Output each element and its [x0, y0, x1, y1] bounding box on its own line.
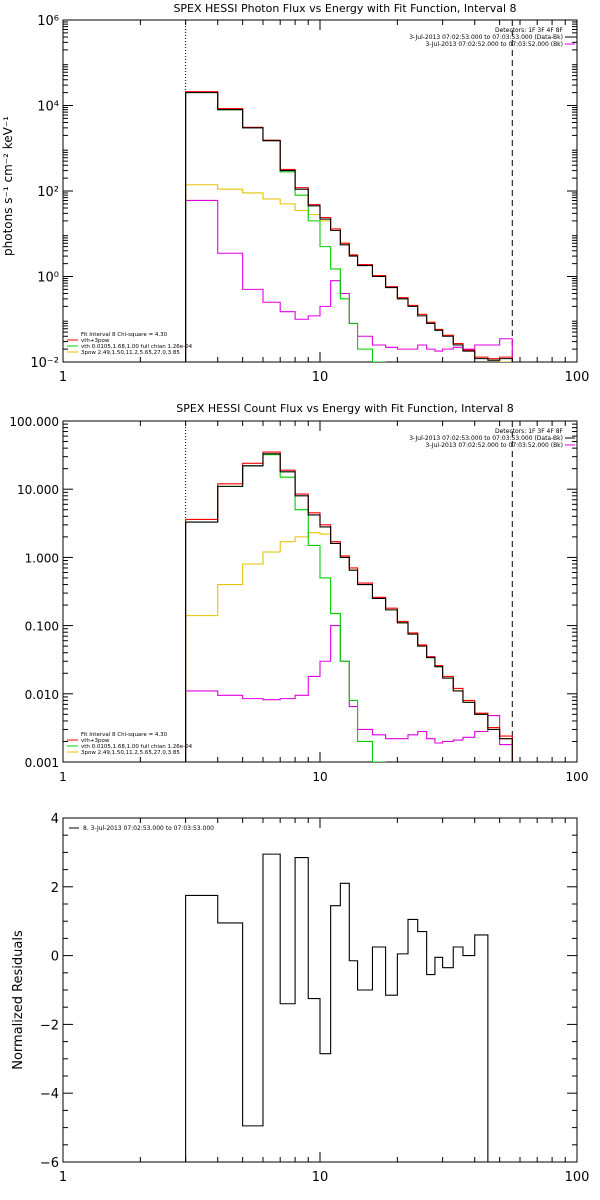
count-y-tick-label: 10.000 — [17, 483, 59, 497]
residuals-y-tick-label: −6 — [40, 1156, 59, 1171]
count-legend-bottom-text: Fit Interval 8 Chi-square = 4.30 — [81, 732, 168, 738]
residuals-x-tick-label: 1 — [59, 1170, 67, 1185]
count-legend-top-text: Detectors: 1F 3F 4F 8F — [495, 428, 564, 435]
photon-total-step-line — [185, 92, 513, 362]
count-legend-bottom-text: vth+3pow — [81, 738, 110, 744]
photon-legend-bottom-text: vth+3pow — [81, 338, 110, 344]
photon-legend-top-text: Detectors: 1F 3F 4F 8F — [495, 27, 564, 34]
residuals-y-axis-label: Normalized Residuals — [11, 930, 26, 1070]
residuals-total-step-line — [185, 853, 500, 1162]
photon-legend-bottom-text: vth 0.0105,1.68,1.00 full chian 1.26e-04 — [81, 344, 193, 350]
count-legend-bottom-text: 3pow 2.49,1.50,11.2,5.65,27.0,3.85 — [81, 750, 180, 756]
count-y-tick-label: 0.010 — [25, 688, 59, 702]
photon-legend-top-text: 3-Jul-2013 07:02:53.000 to 07:03:53.000 … — [409, 34, 563, 41]
count-y-tick-label: 0.100 — [25, 620, 59, 634]
residuals-x-tick-label: 10 — [312, 1170, 329, 1185]
residuals-y-tick-label: 2 — [51, 881, 59, 896]
photon-legend-bottom-text: 3pow 2.49,1.50,11.2,5.65,27.0,3.85 — [81, 350, 180, 356]
count-y-tick-label: 0.001 — [25, 756, 59, 770]
count-x-tick-label: 10 — [312, 770, 327, 784]
count-chart-title: SPEX HESSI Count Flux vs Energy with Fit… — [176, 402, 513, 415]
residuals-x-tick-label: 100 — [565, 1170, 590, 1185]
count-flux-panel: SPEX HESSI Count Flux vs Energy with Fit… — [9, 402, 588, 784]
photon-background_model-step-line — [185, 199, 513, 362]
residuals-y-tick-label: 0 — [51, 950, 59, 965]
photon-y-tick-label: 10⁻² — [30, 356, 59, 371]
photon-legend-bottom-text: Fit Interval 8 Chi-square = 4.30 — [81, 332, 168, 338]
count-legend-top-text: 3-Jul-2013 07:02:53.000 to 07:03:53.000 … — [409, 435, 563, 442]
residuals-plot-area: 1 10 100 −6 −4 −2 0 2 4 8. 3-Jul-2013 07:02:53.00… — [40, 812, 590, 1185]
count-total-step-line — [185, 453, 513, 762]
residuals-legend-top-text: 8. 3-Jul-2013 07:02:53.000 to 07:03:53.0… — [83, 825, 214, 832]
photon-legend-top-text: 3-Jul-2013 07:02:52.000 to 07:03:52.000 … — [425, 41, 563, 48]
count-plot-area: 1 10 100 0.001 0.010 0.100 1.000 10.000 100.000 D… — [9, 415, 588, 784]
photon-y-tick-label: 10² — [37, 185, 59, 200]
photon-flux-panel: SPEX HESSI Photon Flux vs Energy with Fi… — [1, 2, 589, 385]
photon-chart-title: SPEX HESSI Photon Flux vs Energy with Fi… — [173, 2, 516, 15]
residuals-y-tick-label: −2 — [40, 1018, 59, 1033]
photon-x-tick-label: 1 — [59, 370, 67, 385]
count-x-tick-label: 1 — [59, 770, 67, 784]
count-x-tick-label: 100 — [566, 770, 589, 784]
residuals-panel: Normalized Residuals 1 10 100 −6 −4 −2 0 2 4 8. 3… — [11, 812, 589, 1185]
photon-y-tick-label: 10⁶ — [37, 14, 59, 29]
photon-plot-area: 1 10 100 10⁻² 10⁰ 10² 10⁴ 10⁶ Detectors: 1F 3F 4… — [30, 14, 589, 385]
count-y-tick-label: 1.000 — [25, 551, 59, 565]
count-legend-bottom-text: vth 0.0105,1.68,1.00 full chian 1.26e-04 — [81, 744, 193, 750]
photon-y-tick-label: 10⁰ — [37, 271, 59, 286]
count-y-tick-label: 100.000 — [9, 415, 59, 429]
count-background_model-step-line — [185, 625, 513, 762]
photon-y-axis-label: photons s⁻¹ cm⁻² keV⁻¹ — [1, 116, 15, 256]
photon-x-tick-label: 10 — [312, 370, 329, 385]
residuals-y-tick-label: 4 — [51, 812, 59, 827]
residuals-y-tick-label: −4 — [40, 1087, 59, 1102]
photon-x-tick-label: 100 — [565, 370, 590, 385]
count-legend-top-text: 3-Jul-2013 07:02:52.000 to 07:03:52.000 … — [425, 442, 563, 449]
photon-y-tick-label: 10⁴ — [37, 100, 59, 115]
